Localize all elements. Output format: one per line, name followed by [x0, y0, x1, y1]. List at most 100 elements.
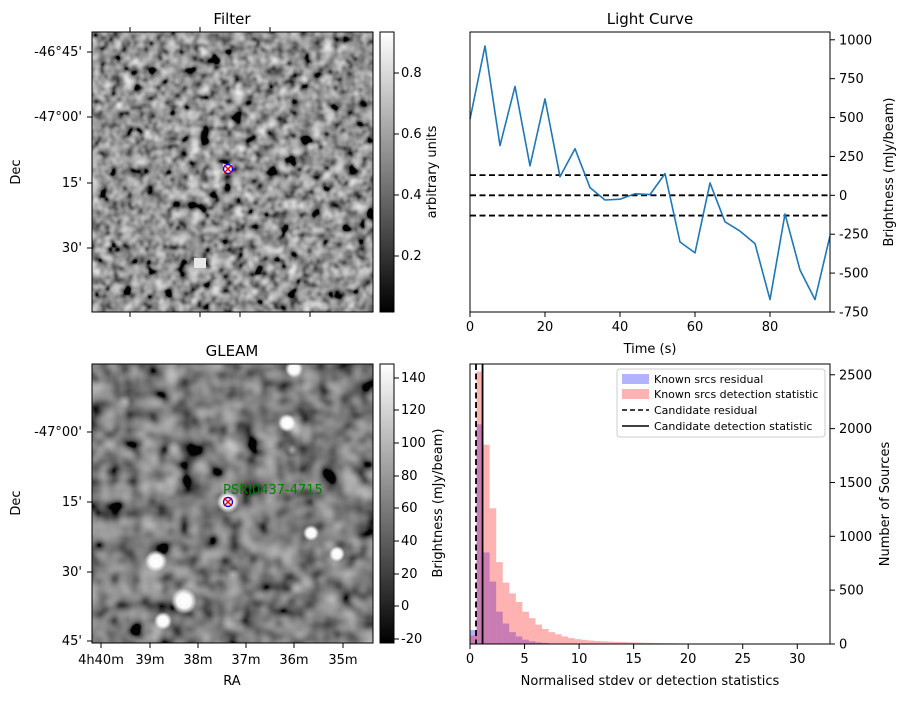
filter-colorbar-tick-label: 0.2 — [401, 249, 422, 264]
detection-bar — [588, 641, 595, 644]
detection-bar — [542, 629, 549, 644]
filter-colorbar-tick-label: 0.4 — [401, 188, 422, 203]
filter-noise-image — [92, 32, 373, 312]
x-tick-label: 20 — [537, 320, 554, 335]
legend-swatch-known-residual — [622, 374, 649, 384]
y-tick-label: 1500 — [839, 476, 872, 491]
histogram-panel: 0 5 10 15 20 25 30 0 500 1000 1500 2000 2500 Normali… — [466, 364, 893, 689]
gleam-ra-tick-label: 37m — [231, 653, 260, 668]
detection-bar — [549, 632, 556, 644]
y-tick-label: 0 — [839, 638, 847, 653]
y-tick-label: 1000 — [839, 530, 872, 545]
filter-dec-tick-label: -46°45' — [34, 45, 82, 60]
gleam-colorbar-tick-label: -20 — [401, 632, 422, 647]
gleam-ra-tick-label: 35m — [328, 653, 357, 668]
gleam-colorbar-tick-label: 40 — [401, 534, 418, 549]
gleam-dec-tick-label: 30' — [62, 565, 82, 580]
detection-bar — [581, 640, 588, 644]
light-curve-title: Light Curve — [607, 10, 693, 28]
filter-panel: Filter -46°45' -47°00' 15' 30' Dec — [9, 10, 440, 317]
gleam-colorbar-tick-label: 20 — [401, 567, 418, 582]
gleam-colorbar-ticks — [394, 378, 399, 639]
detection-bar — [575, 639, 582, 644]
filter-dec-tick-label: 30' — [62, 241, 82, 256]
y-tick-label: -500 — [839, 267, 869, 282]
detection-bar — [503, 583, 510, 644]
x-tick-label: 0 — [466, 320, 474, 335]
filter-bright-spot — [194, 258, 206, 268]
y-tick-label: -250 — [839, 228, 869, 243]
filter-colorbar-label: arbitrary units — [425, 125, 440, 218]
gleam-colorbar-tick-label: 60 — [401, 501, 418, 516]
detection-bar — [568, 638, 575, 644]
x-tick-label: 80 — [762, 320, 779, 335]
gleam-ra-tick-label: 38m — [183, 653, 212, 668]
gleam-colorbar-tick-label: 140 — [401, 371, 426, 386]
light-curve-marks — [470, 46, 830, 300]
y-tick-label: 0 — [839, 189, 847, 204]
legend-label: Candidate residual — [654, 404, 757, 417]
gleam-ra-tick-label: 36m — [279, 653, 308, 668]
y-tick-label: 500 — [839, 111, 864, 126]
y-tick-label: 2000 — [839, 422, 872, 437]
filter-dec-tick-label: -47°00' — [34, 110, 82, 125]
detection-bar — [509, 593, 516, 644]
x-tick-label: 20 — [680, 652, 697, 667]
detection-bar — [483, 445, 490, 644]
gleam-title: GLEAM — [206, 342, 259, 360]
gleam-colorbar-tick-label: 0 — [401, 599, 409, 614]
histogram-legend: Known srcs residual Known srcs detection… — [617, 369, 825, 437]
gleam-dec-tick-label: 45' — [62, 634, 82, 649]
legend-label: Candidate detection statistic — [654, 420, 812, 433]
detection-bar — [522, 612, 529, 644]
gleam-ra-tick-label: 4h40m — [78, 653, 124, 668]
y-tick-label: 250 — [839, 150, 864, 165]
gleam-colorbar-tick-label: 120 — [401, 403, 426, 418]
gleam-ra-tick-label: 39m — [135, 653, 164, 668]
detection-bar — [555, 634, 562, 644]
legend-label: Known srcs detection statistic — [654, 388, 818, 401]
y-tick-label: 2500 — [839, 368, 872, 383]
gleam-colorbar-tick-label: 80 — [401, 469, 418, 484]
x-tick-label: 25 — [734, 652, 751, 667]
y-tick-label: 750 — [839, 72, 864, 87]
filter-colorbar — [380, 32, 394, 312]
filter-dec-tick-label: 15' — [62, 176, 82, 191]
gleam-xlabel: RA — [223, 674, 241, 689]
light-curve-frame — [470, 32, 830, 312]
y-tick-label: -750 — [839, 306, 869, 321]
x-tick-label: 5 — [520, 652, 528, 667]
gleam-panel: GLEAM PSRJ0437-4715 — [9, 342, 446, 689]
detection-bar — [529, 618, 536, 644]
histogram-ylabel: Number of Sources — [878, 442, 893, 567]
gleam-colorbar-label: Brightness (mJy/beam) — [431, 429, 446, 578]
x-tick-label: 0 — [466, 652, 474, 667]
filter-colorbar-tick-label: 0.8 — [401, 66, 422, 81]
gleam-colorbar — [380, 364, 394, 643]
x-tick-label: 15 — [625, 652, 642, 667]
y-tick-label: 500 — [839, 584, 864, 599]
gleam-colorbar-tick-label: 100 — [401, 436, 426, 451]
histogram-xlabel: Normalised stdev or detection statistics — [521, 674, 780, 689]
filter-ylabel: Dec — [9, 159, 24, 184]
filter-title: Filter — [213, 10, 251, 28]
filter-colorbar-ticks — [394, 73, 399, 256]
detection-bar — [516, 602, 523, 644]
y-tick-label: 1000 — [839, 33, 872, 48]
detection-bar — [562, 636, 569, 644]
filter-colorbar-tick-label: 0.6 — [401, 127, 422, 142]
light-curve-xlabel: Time (s) — [623, 342, 677, 357]
legend-label: Known srcs residual — [654, 373, 763, 386]
light-curve-series — [470, 46, 830, 300]
detection-bar — [496, 562, 503, 644]
gleam-dec-tick-label: -47°00' — [34, 425, 82, 440]
gleam-dec-tick-label: 15' — [62, 495, 82, 510]
detection-bar — [535, 625, 542, 644]
legend-swatch-known-detection — [622, 389, 649, 399]
x-tick-label: 30 — [789, 652, 806, 667]
light-curve-ylabel: Brightness (mJy/beam) — [882, 98, 897, 247]
x-tick-label: 10 — [571, 652, 588, 667]
